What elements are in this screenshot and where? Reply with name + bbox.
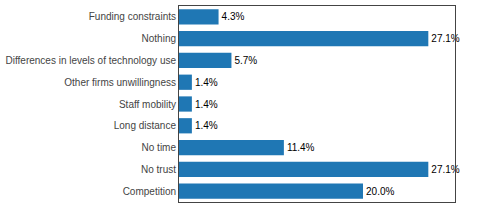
svg-text:No trust: No trust: [141, 164, 176, 175]
svg-text:20.0%: 20.0%: [366, 186, 394, 197]
svg-text:27.1%: 27.1%: [431, 164, 459, 175]
svg-text:Other firms unwillingness: Other firms unwillingness: [64, 77, 176, 88]
svg-text:Long distance: Long distance: [114, 120, 177, 131]
svg-text:4.3%: 4.3%: [222, 11, 245, 22]
svg-text:11.4%: 11.4%: [287, 142, 315, 153]
svg-text:1.4%: 1.4%: [195, 120, 218, 131]
svg-text:Differences in levels of techn: Differences in levels of technology use: [6, 55, 177, 66]
svg-text:Nothing: Nothing: [142, 33, 176, 44]
svg-text:5.7%: 5.7%: [234, 55, 257, 66]
svg-text:27.1%: 27.1%: [431, 33, 459, 44]
svg-text:1.4%: 1.4%: [195, 99, 218, 110]
svg-text:Funding constraints: Funding constraints: [89, 11, 176, 22]
svg-text:1.4%: 1.4%: [195, 77, 218, 88]
svg-text:No time: No time: [142, 142, 177, 153]
svg-text:Competition: Competition: [123, 186, 176, 197]
svg-text:Staff mobility: Staff mobility: [119, 99, 176, 110]
